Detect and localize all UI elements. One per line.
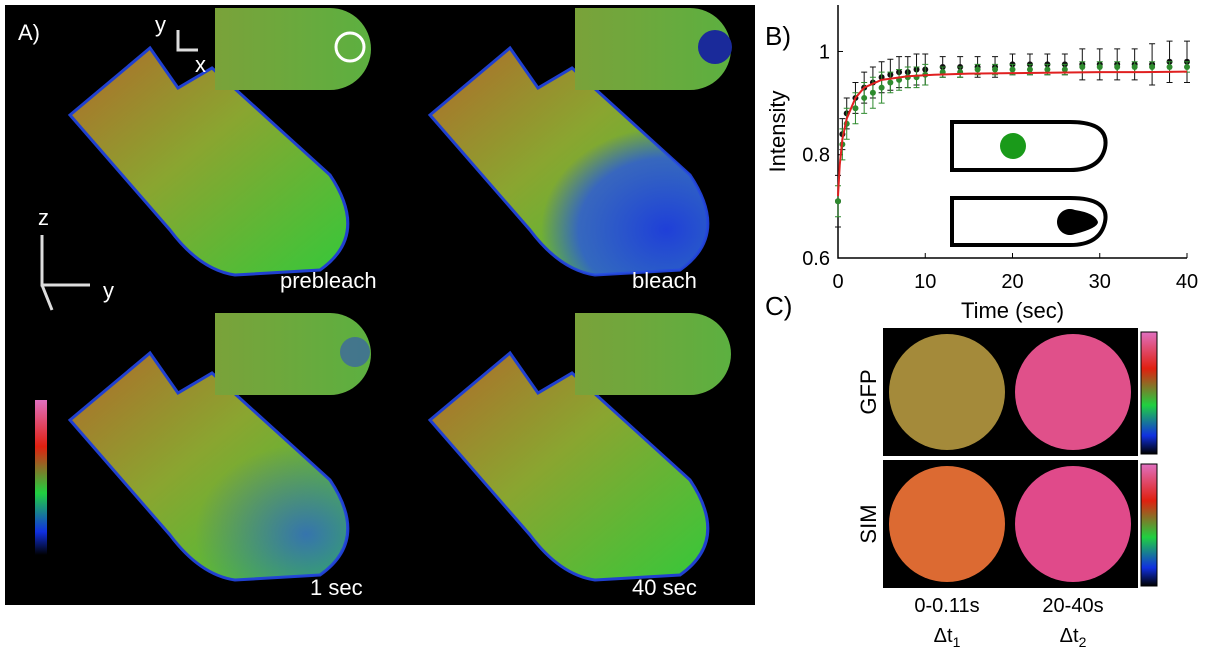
x-tick-label: 10 xyxy=(914,271,936,293)
x-tick-label: 40 xyxy=(1176,271,1198,293)
row-label: SIM xyxy=(856,504,881,543)
image xyxy=(889,466,1005,582)
data-point xyxy=(878,84,885,91)
column-label: 20-40s xyxy=(1042,595,1103,617)
frame-label: 1 sec xyxy=(310,575,363,600)
panel-label: A) xyxy=(18,20,40,45)
inset-dot xyxy=(1057,209,1098,235)
y-axis-label: Intensity xyxy=(765,91,790,173)
axes xyxy=(837,5,1187,259)
data-point xyxy=(1044,66,1051,73)
x-tick-label: 30 xyxy=(1089,271,1111,293)
data-point xyxy=(1166,63,1173,70)
y-tick-label: 0.6 xyxy=(802,248,830,270)
data-point xyxy=(869,89,876,96)
data-point xyxy=(1096,63,1103,70)
subscript: 2 xyxy=(1079,634,1087,650)
symbol: Δt xyxy=(934,625,953,647)
axis-label: x xyxy=(40,327,51,352)
y-tick-label: 1 xyxy=(819,41,830,63)
subscript: 1 xyxy=(953,634,961,650)
image xyxy=(1015,466,1131,582)
symbol: Δt xyxy=(1060,625,1079,647)
image xyxy=(1015,334,1131,450)
frame-label: bleach xyxy=(632,268,697,293)
axis-label: y xyxy=(155,12,166,37)
data-point xyxy=(852,105,859,112)
data-point xyxy=(1061,66,1068,73)
axes-icons xyxy=(40,30,198,311)
image xyxy=(889,334,1005,450)
column-symbol: Δt2 xyxy=(1060,625,1087,650)
x-tick-label: 20 xyxy=(1001,271,1023,293)
frame-bleach xyxy=(428,8,732,277)
frame-label: 40 sec xyxy=(632,575,697,600)
colorbar xyxy=(1140,463,1158,587)
inset-dot xyxy=(1000,133,1026,159)
row-label: GFP xyxy=(856,369,881,414)
axis-label: z xyxy=(38,205,49,230)
frame-1sec xyxy=(68,313,371,582)
colorbar-a xyxy=(35,400,47,555)
y-tick-label: 0.8 xyxy=(802,145,830,167)
data-point xyxy=(1131,63,1138,70)
column-symbol: Δt1 xyxy=(934,625,961,650)
data-point xyxy=(1026,66,1033,73)
axis-label: y xyxy=(103,278,114,303)
panel-label: B) xyxy=(765,21,791,51)
column-label: 0-0.11s xyxy=(914,595,979,617)
data-point xyxy=(887,79,894,86)
data-point xyxy=(1114,63,1121,70)
data-point xyxy=(1079,63,1086,70)
colorbar xyxy=(1140,331,1158,455)
data-point xyxy=(974,66,981,73)
data-point xyxy=(1009,66,1016,73)
data-point xyxy=(1149,63,1156,70)
chart-insets xyxy=(950,120,1108,247)
x-axis-label: Time (sec) xyxy=(961,298,1064,323)
data-point xyxy=(835,198,841,205)
fit-line xyxy=(837,70,1188,197)
x-tick-label: 0 xyxy=(832,271,843,293)
data-point xyxy=(992,66,999,73)
frame-label: prebleach xyxy=(280,268,377,293)
panel-label: C) xyxy=(765,291,792,321)
data-point xyxy=(1184,63,1190,70)
data-point xyxy=(861,94,868,101)
frame-prebleach xyxy=(68,8,371,277)
axis-label: x xyxy=(195,52,206,77)
